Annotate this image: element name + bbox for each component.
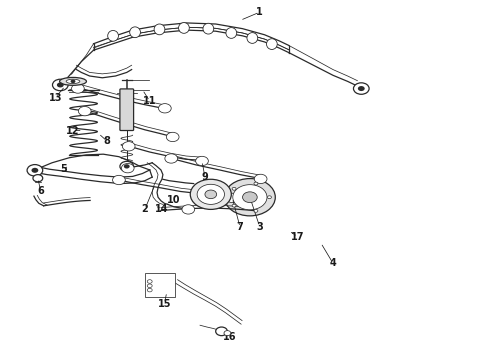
- Text: 7: 7: [237, 222, 244, 232]
- Circle shape: [254, 174, 267, 184]
- Text: 17: 17: [291, 232, 304, 242]
- Text: 15: 15: [158, 299, 171, 309]
- Circle shape: [27, 165, 43, 176]
- Text: 10: 10: [168, 195, 181, 205]
- Ellipse shape: [178, 23, 189, 33]
- Circle shape: [182, 205, 195, 214]
- Circle shape: [254, 182, 258, 185]
- Text: 14: 14: [155, 204, 169, 214]
- Circle shape: [57, 82, 64, 87]
- Ellipse shape: [203, 23, 214, 34]
- Ellipse shape: [154, 24, 165, 35]
- Ellipse shape: [247, 33, 258, 43]
- Circle shape: [166, 132, 179, 141]
- Circle shape: [159, 104, 171, 113]
- Text: 5: 5: [60, 164, 67, 174]
- Circle shape: [33, 175, 43, 182]
- Circle shape: [268, 196, 271, 199]
- Circle shape: [190, 179, 231, 210]
- Circle shape: [216, 327, 227, 336]
- Circle shape: [205, 190, 217, 199]
- Circle shape: [122, 141, 135, 151]
- Circle shape: [197, 184, 224, 204]
- Circle shape: [31, 168, 38, 173]
- Text: 11: 11: [143, 96, 156, 106]
- Circle shape: [353, 83, 369, 94]
- Ellipse shape: [130, 27, 141, 38]
- Ellipse shape: [66, 79, 80, 84]
- Circle shape: [78, 107, 91, 116]
- Circle shape: [232, 204, 236, 207]
- Circle shape: [113, 175, 125, 185]
- Text: 4: 4: [330, 258, 336, 268]
- Circle shape: [165, 154, 177, 163]
- Circle shape: [52, 79, 68, 91]
- Text: 16: 16: [222, 332, 236, 342]
- Circle shape: [254, 210, 258, 212]
- Circle shape: [224, 330, 231, 336]
- Circle shape: [226, 193, 239, 203]
- Ellipse shape: [226, 28, 237, 39]
- Text: 2: 2: [142, 204, 148, 215]
- Ellipse shape: [60, 77, 86, 85]
- Text: 9: 9: [201, 172, 208, 182]
- Circle shape: [232, 187, 236, 190]
- Text: 12: 12: [66, 126, 80, 135]
- Circle shape: [358, 86, 365, 91]
- Text: 13: 13: [49, 93, 62, 103]
- Ellipse shape: [108, 31, 119, 41]
- Circle shape: [122, 163, 134, 173]
- Text: 8: 8: [104, 136, 111, 146]
- Ellipse shape: [267, 39, 277, 49]
- FancyBboxPatch shape: [120, 89, 134, 131]
- Circle shape: [124, 164, 130, 168]
- Text: 6: 6: [37, 186, 44, 197]
- Circle shape: [72, 84, 84, 93]
- Circle shape: [243, 192, 257, 203]
- FancyBboxPatch shape: [145, 273, 175, 297]
- Circle shape: [120, 161, 134, 171]
- Circle shape: [224, 179, 275, 216]
- Circle shape: [71, 80, 75, 83]
- Text: 3: 3: [256, 222, 263, 231]
- Circle shape: [196, 156, 208, 166]
- Circle shape: [233, 185, 267, 210]
- Text: 1: 1: [256, 7, 263, 17]
